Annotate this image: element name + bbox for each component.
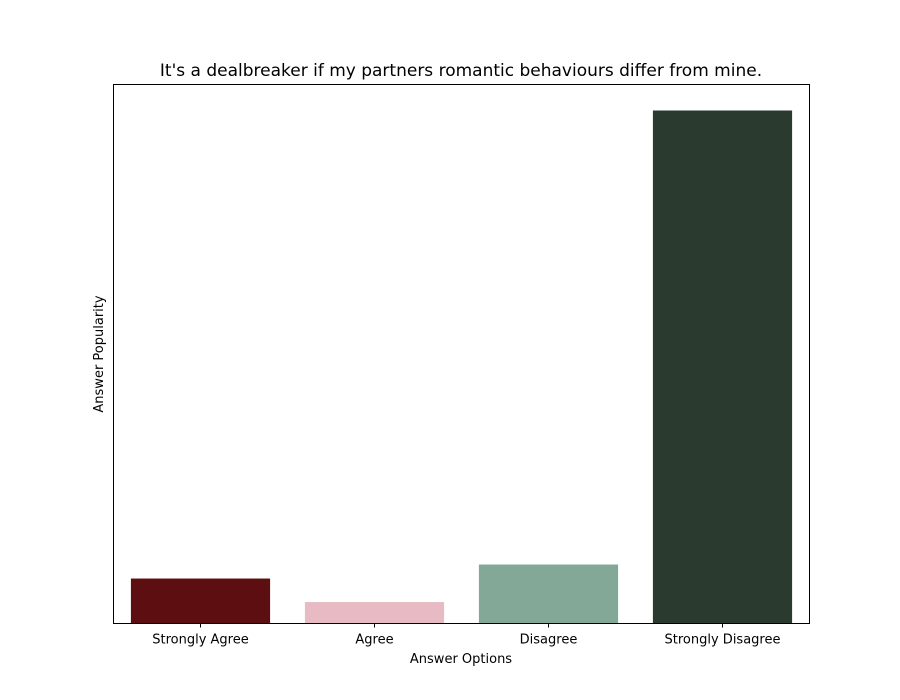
bar-strongly-disagree <box>652 110 793 624</box>
x-tick-label: Strongly Disagree <box>665 633 781 648</box>
bar-disagree <box>478 564 619 624</box>
x-tick-label: Disagree <box>520 633 578 648</box>
y-axis-label: Answer Popularity <box>92 295 107 412</box>
x-tick-label: Agree <box>355 633 393 648</box>
x-tick-label: Strongly Agree <box>152 633 249 648</box>
chart-title: It's a dealbreaker if my partners romant… <box>160 61 762 81</box>
bar-strongly-agree <box>130 578 271 624</box>
bar-agree <box>304 602 445 624</box>
plot-frame <box>113 84 810 624</box>
x-ticks-group: Strongly Agree Agree Disagree Strongly Disa… <box>152 623 781 648</box>
x-axis-label: Answer Options <box>410 652 512 667</box>
bars-group <box>130 110 793 624</box>
